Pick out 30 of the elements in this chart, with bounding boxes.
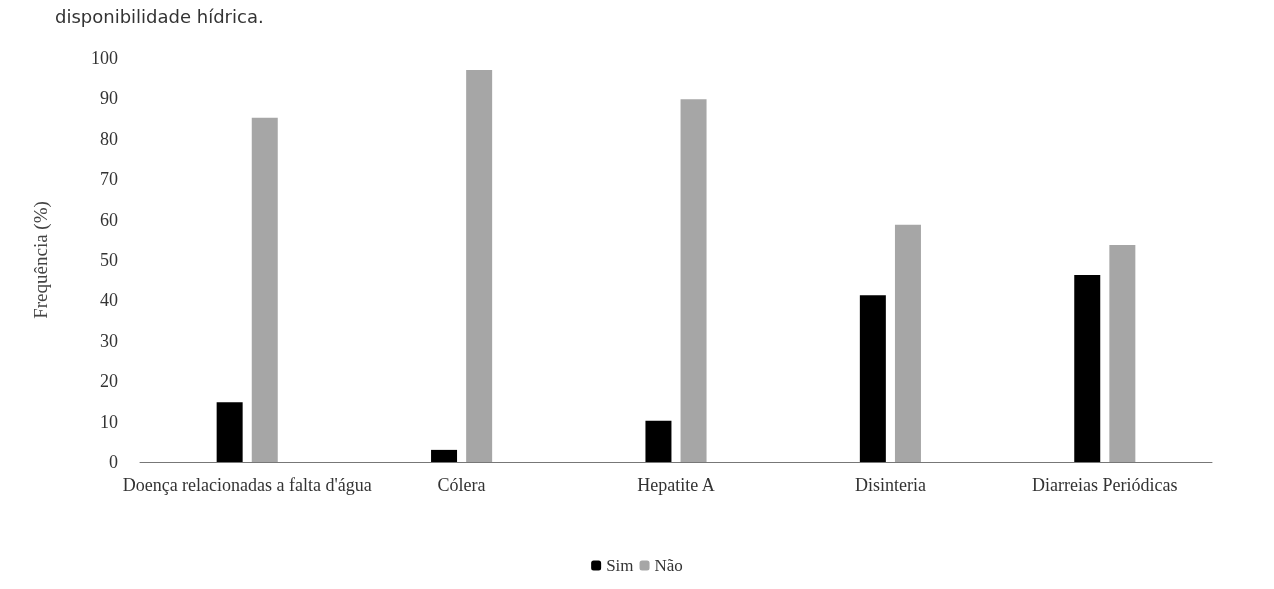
bar bbox=[216, 402, 243, 462]
x-tick-label: Cólera bbox=[437, 475, 486, 495]
bar bbox=[894, 224, 921, 462]
y-tick-label: 0 bbox=[109, 452, 118, 472]
x-tick-label: Hepatite A bbox=[637, 475, 715, 495]
bar bbox=[251, 117, 278, 462]
y-tick-label: 30 bbox=[100, 330, 118, 351]
chart-title: disponibilidade hídrica. bbox=[55, 5, 264, 27]
y-tick-label: 100 bbox=[91, 48, 118, 68]
legend-label: Sim bbox=[606, 556, 634, 575]
y-axis-title: Frequência (%) bbox=[30, 201, 52, 319]
y-tick-label: 50 bbox=[100, 250, 118, 270]
bar bbox=[1074, 274, 1101, 462]
y-tick-label: 80 bbox=[100, 128, 118, 149]
y-tick-label: 70 bbox=[100, 169, 118, 190]
x-tick-label: Doença relacionadas a falta d'água bbox=[122, 475, 372, 495]
y-tick-label: 10 bbox=[100, 411, 118, 432]
y-tick-label: 90 bbox=[100, 88, 118, 109]
bar bbox=[1109, 245, 1136, 462]
x-tick-label: Diarreias Periódicas bbox=[1032, 475, 1178, 495]
bar bbox=[466, 70, 493, 462]
y-tick-label: 40 bbox=[100, 290, 118, 311]
x-tick-label: Disinteria bbox=[854, 475, 926, 495]
y-tick-label: 20 bbox=[100, 371, 118, 392]
bar bbox=[859, 295, 886, 462]
bar bbox=[645, 420, 672, 462]
bar bbox=[431, 449, 458, 462]
bar bbox=[680, 99, 707, 462]
legend-label: Não bbox=[654, 556, 683, 575]
y-tick-label: 60 bbox=[100, 209, 118, 230]
